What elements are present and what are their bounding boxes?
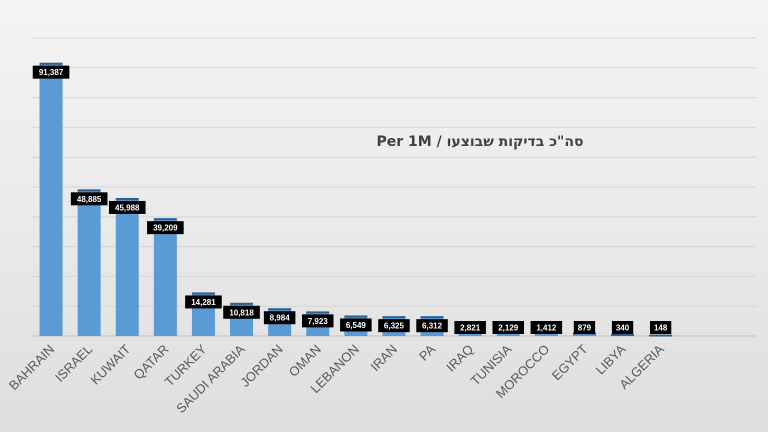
bar-cap	[77, 189, 101, 192]
data-label-box	[223, 305, 260, 319]
data-label: 8,984	[263, 311, 296, 325]
data-label: 148	[650, 321, 672, 334]
bar-cap	[382, 316, 406, 319]
data-label-text: 91,387	[39, 68, 64, 77]
bar-bahrain	[39, 63, 63, 336]
gridlines	[32, 37, 756, 337]
category-label: KUWAIT	[87, 341, 133, 387]
bar-cap	[39, 62, 63, 65]
data-label-text: 7,923	[308, 317, 329, 326]
data-label-text: 148	[654, 324, 668, 333]
data-label-box	[147, 221, 184, 235]
category-label: EGYPT	[549, 341, 591, 383]
bar-cap	[611, 333, 635, 336]
bar-cap	[268, 308, 292, 311]
bars	[39, 62, 673, 337]
category-label: IRAQ	[443, 342, 476, 375]
data-label-text: 6,549	[346, 321, 367, 330]
bar-cap	[191, 292, 215, 295]
data-label: 340	[611, 321, 634, 334]
data-label-box	[454, 321, 486, 334]
bar-kuwait	[115, 198, 139, 336]
data-label: 39,209	[147, 221, 184, 235]
bar-israel	[77, 190, 101, 336]
data-label: 1,412	[530, 321, 563, 334]
data-label: 14,281	[185, 295, 222, 309]
data-labels: 91,387 48,885 45,988 39,209 14,281 10,818 8,98…	[32, 65, 672, 334]
data-label: 7,923	[302, 314, 334, 328]
data-label-text: 879	[578, 324, 592, 333]
data-label-text: 6,312	[422, 322, 443, 331]
data-label-box	[340, 318, 372, 332]
data-label-text: 2,129	[498, 324, 519, 333]
data-label: 10,818	[223, 305, 260, 319]
chart-title: סה"כ בדיקות שבוצעו / Per 1M	[377, 134, 584, 150]
data-label-box	[530, 321, 563, 334]
data-label-box	[263, 311, 296, 325]
data-label-text: 6,325	[384, 322, 405, 331]
data-label: 6,325	[378, 319, 410, 333]
bar-cap	[230, 302, 254, 305]
data-label-box	[378, 319, 410, 333]
bar-cap	[344, 315, 368, 318]
bar-qatar	[153, 219, 177, 336]
data-label-text: 2,821	[460, 324, 481, 333]
bar-cap	[306, 311, 330, 314]
data-label: 2,129	[492, 321, 524, 334]
data-label: 48,885	[70, 192, 108, 206]
bar-cap	[649, 334, 673, 337]
data-label: 2,821	[454, 321, 486, 334]
data-label-box	[70, 192, 108, 206]
bar-cap	[115, 197, 139, 200]
data-label-box	[108, 200, 146, 214]
category-label: PA	[416, 341, 438, 363]
category-label: IRAN	[368, 342, 401, 375]
data-label: 6,312	[416, 319, 448, 333]
data-label-box	[573, 321, 596, 334]
data-label-box	[416, 319, 448, 333]
bar-cap	[153, 218, 177, 221]
data-label-text: 39,209	[153, 224, 178, 233]
data-label-text: 8,984	[270, 314, 291, 323]
category-label: JORDAN	[237, 342, 285, 390]
bar-egypt	[572, 333, 596, 336]
data-label-text: 10,818	[229, 308, 254, 317]
category-label: LIBYA	[593, 341, 629, 377]
data-label-box	[302, 314, 334, 328]
category-label: BAHRAIN	[6, 342, 57, 393]
data-label-box	[32, 65, 70, 79]
data-label: 91,387	[32, 65, 70, 79]
data-label-text: 340	[616, 324, 630, 333]
data-label: 6,549	[340, 318, 372, 332]
data-label-box	[185, 295, 222, 309]
data-label-text: 45,988	[115, 203, 140, 212]
data-label-box	[492, 321, 524, 334]
data-label-text: 48,885	[77, 195, 102, 204]
data-label-box	[650, 321, 672, 334]
data-label-text: 1,412	[536, 324, 557, 333]
data-label: 879	[573, 321, 596, 334]
data-label-text: 14,281	[191, 298, 216, 307]
data-label-box	[611, 321, 634, 334]
data-label: 45,988	[108, 200, 146, 214]
bar-cap	[420, 316, 444, 319]
